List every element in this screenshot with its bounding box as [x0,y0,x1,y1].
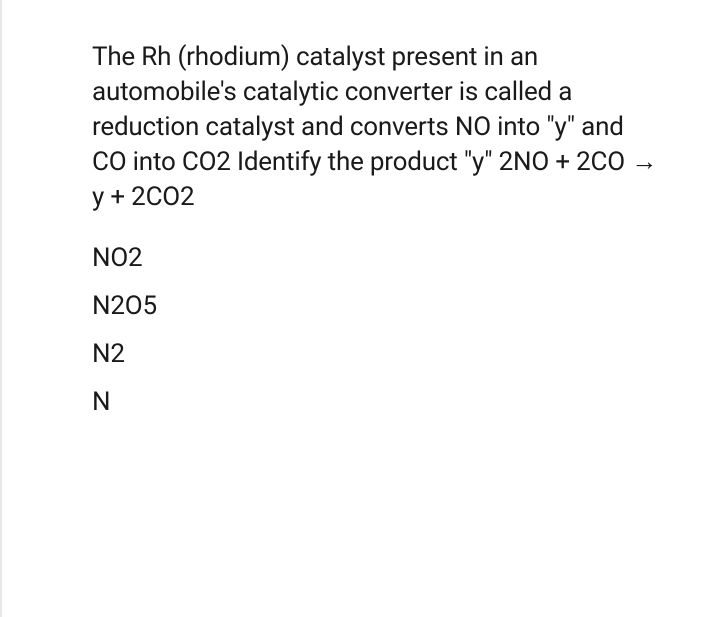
option-item[interactable]: N2 [92,339,660,369]
option-item[interactable]: N2O5 [92,291,660,321]
option-item[interactable]: NO2 [92,243,660,273]
options-list: NO2 N2O5 N2 N [92,243,660,417]
question-text: The Rh (rhodium) catalyst present in an … [92,40,660,215]
option-item[interactable]: N [92,387,660,417]
question-card: The Rh (rhodium) catalyst present in an … [0,0,720,617]
